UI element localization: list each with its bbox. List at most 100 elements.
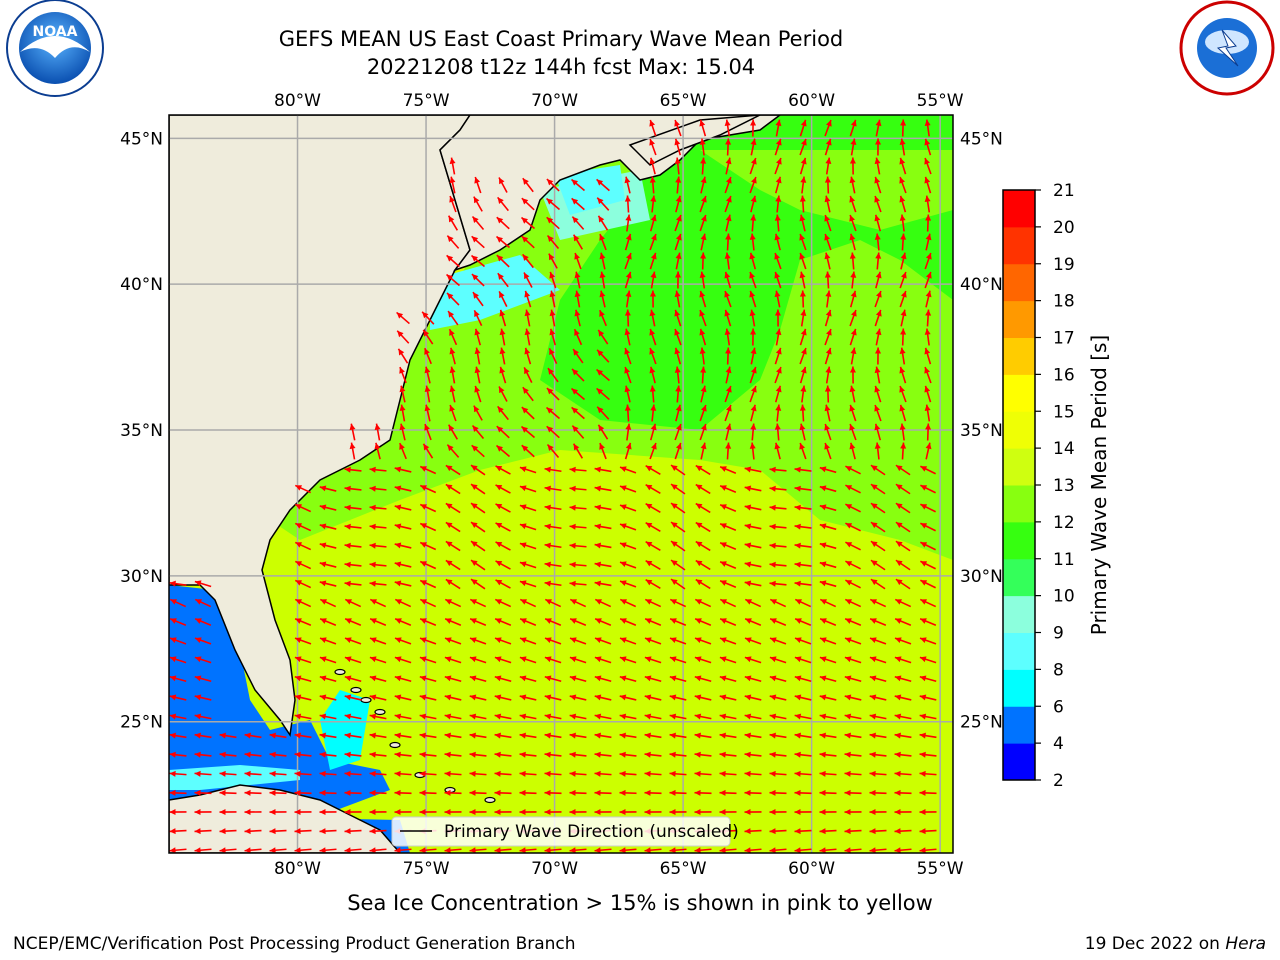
period-band-8-9-gulf-maine bbox=[555, 165, 625, 215]
wave-arrow bbox=[594, 523, 612, 530]
wave-arrow bbox=[424, 347, 432, 365]
wave-arrow bbox=[919, 713, 937, 720]
wave-arrow bbox=[419, 503, 437, 513]
wave-arrow bbox=[669, 675, 687, 683]
wave-arrow bbox=[699, 309, 707, 327]
wave-arrow bbox=[394, 751, 412, 758]
wave-arrow bbox=[775, 404, 782, 422]
wave-arrow bbox=[569, 675, 587, 683]
wave-arrow bbox=[594, 656, 612, 664]
wave-arrow bbox=[869, 828, 887, 835]
wave-arrow bbox=[894, 675, 912, 683]
wave-arrow bbox=[919, 809, 937, 816]
wave-arrow bbox=[695, 483, 711, 495]
wave-arrow bbox=[844, 598, 862, 608]
wave-arrow bbox=[894, 713, 912, 720]
wave-arrow bbox=[470, 521, 486, 533]
wave-arrow bbox=[750, 138, 757, 156]
wave-arrow bbox=[394, 770, 412, 777]
wave-arrow bbox=[597, 424, 609, 440]
wave-arrow bbox=[572, 348, 584, 364]
wave-arrow bbox=[294, 751, 312, 758]
wave-arrow bbox=[569, 770, 587, 777]
wave-arrow bbox=[521, 235, 535, 249]
wave-arrow bbox=[769, 598, 787, 608]
colorbar-segment bbox=[1003, 374, 1035, 412]
wave-arrow bbox=[571, 368, 585, 382]
wave-arrow bbox=[894, 751, 912, 758]
colorbar-tick-label: 20 bbox=[1053, 218, 1075, 238]
wave-arrow bbox=[194, 847, 212, 853]
wave-arrow bbox=[649, 442, 657, 460]
wave-arrow bbox=[549, 309, 556, 327]
wave-arrow bbox=[422, 329, 434, 345]
wave-arrow bbox=[719, 809, 737, 816]
wave-arrow bbox=[394, 637, 412, 645]
wave-arrow bbox=[419, 694, 437, 701]
wave-arrow bbox=[269, 809, 287, 816]
wave-arrow bbox=[394, 713, 412, 720]
wave-arrow bbox=[749, 157, 757, 175]
wave-arrow bbox=[344, 542, 362, 549]
wave-arrow bbox=[669, 751, 687, 758]
wave-arrow bbox=[875, 138, 882, 156]
wave-arrow bbox=[523, 367, 533, 383]
wave-arrow bbox=[694, 694, 712, 701]
wave-arrow bbox=[670, 483, 686, 495]
wave-arrow bbox=[920, 541, 936, 551]
wave-arrow bbox=[294, 847, 312, 853]
wave-arrow bbox=[470, 578, 486, 590]
wave-arrow bbox=[546, 425, 560, 439]
wave-arrow bbox=[619, 637, 637, 645]
wave-arrow bbox=[844, 675, 862, 683]
wave-arrow bbox=[394, 561, 412, 568]
wave-arrow bbox=[571, 387, 585, 401]
wave-arrow bbox=[800, 385, 807, 403]
wave-arrow bbox=[674, 138, 682, 156]
wave-arrow bbox=[624, 195, 631, 213]
wave-arrow bbox=[849, 176, 856, 194]
wave-arrow bbox=[369, 598, 387, 608]
wave-arrow bbox=[244, 732, 262, 739]
wave-arrow bbox=[469, 694, 487, 701]
wave-arrow bbox=[569, 598, 587, 608]
wave-arrow bbox=[719, 751, 737, 758]
wave-arrow bbox=[572, 443, 584, 459]
wave-arrow bbox=[869, 847, 887, 853]
lon-tick-label-top: 65°W bbox=[660, 91, 707, 111]
wave-arrow bbox=[369, 504, 387, 511]
wave-arrow bbox=[369, 523, 387, 530]
wave-arrow bbox=[649, 138, 657, 156]
colorbar-tick-label: 2 bbox=[1053, 771, 1064, 791]
wave-arrow bbox=[750, 214, 757, 232]
wave-arrow bbox=[769, 675, 787, 683]
bahamas-island bbox=[374, 708, 386, 716]
wave-arrow bbox=[699, 328, 707, 346]
wave-arrow bbox=[394, 618, 412, 626]
wave-arrow bbox=[899, 157, 907, 175]
wave-arrow bbox=[774, 176, 782, 194]
wave-arrow bbox=[699, 290, 707, 308]
wave-arrow bbox=[474, 347, 481, 365]
wave-arrow bbox=[444, 809, 462, 816]
wave-arrow bbox=[169, 713, 187, 720]
wave-arrow bbox=[744, 713, 762, 720]
wave-arrow bbox=[919, 694, 937, 701]
wave-arrow bbox=[544, 809, 562, 816]
wave-arrow bbox=[574, 252, 582, 270]
wave-arrow bbox=[619, 675, 637, 683]
wave-arrow bbox=[674, 347, 682, 365]
wave-arrow bbox=[470, 254, 486, 268]
wave-arrow bbox=[819, 847, 837, 853]
wave-arrow bbox=[470, 502, 486, 514]
wave-arrow bbox=[619, 732, 637, 739]
wave-arrow bbox=[344, 618, 362, 626]
wave-arrow bbox=[624, 309, 631, 327]
wave-arrow bbox=[844, 809, 862, 816]
wave-arrow bbox=[194, 675, 212, 683]
wave-arrow bbox=[496, 216, 510, 230]
wave-arrow bbox=[194, 656, 212, 664]
wave-arrow bbox=[424, 366, 431, 384]
wave-arrow bbox=[724, 271, 732, 289]
wave-arrow bbox=[725, 442, 732, 460]
